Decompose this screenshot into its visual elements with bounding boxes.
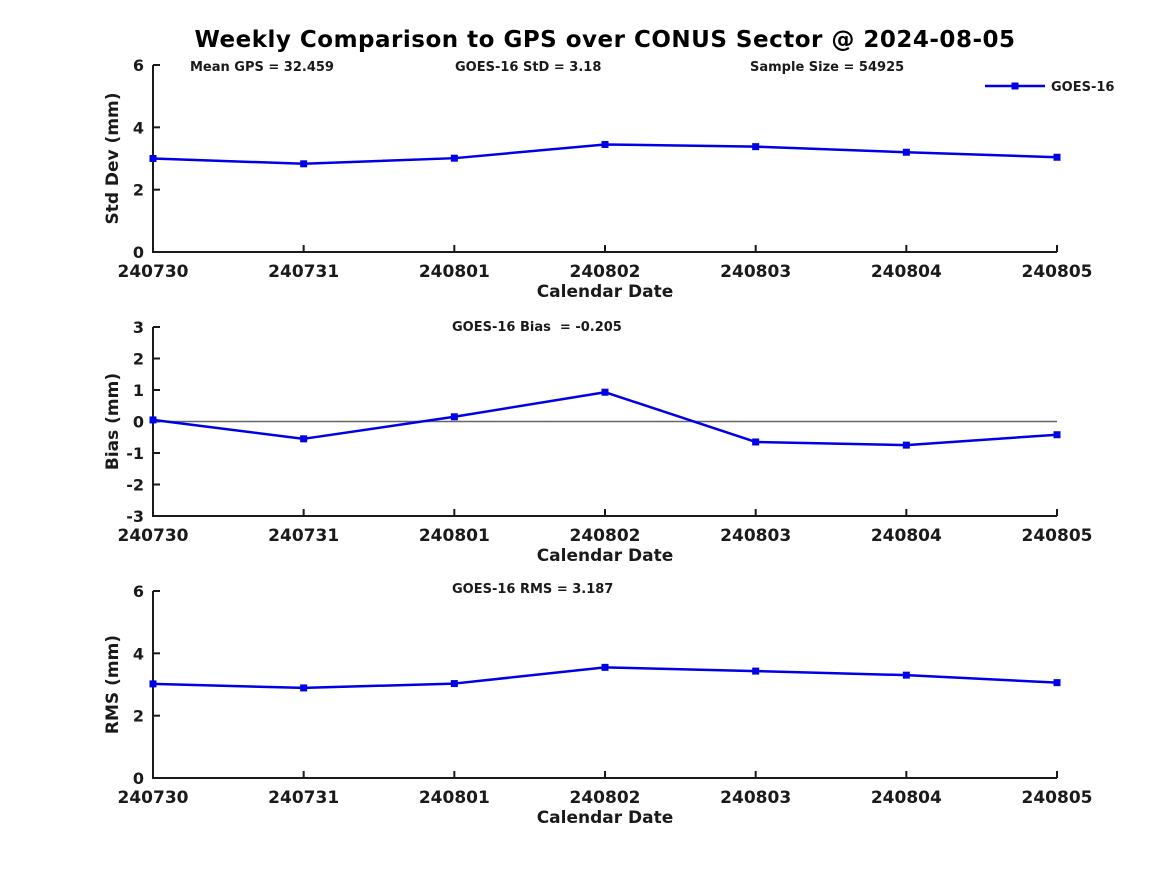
- y-tick-label: 6: [133, 582, 144, 601]
- x-tick-label: 240803: [720, 788, 791, 808]
- data-point-marker: [601, 388, 609, 396]
- series-line: [151, 390, 1059, 447]
- x-tick-label: 240805: [1022, 262, 1093, 282]
- data-point-marker: [149, 416, 157, 424]
- x-tick-label: 240731: [268, 788, 339, 808]
- data-point-marker: [752, 438, 760, 446]
- y-axis-title: RMS (mm): [103, 635, 123, 734]
- y-tick-label: -1: [126, 444, 144, 463]
- x-tick-label: 240801: [419, 262, 490, 282]
- x-tick-label: 240731: [268, 526, 339, 546]
- x-tick-label: 240801: [419, 788, 490, 808]
- data-point-marker: [601, 663, 609, 671]
- data-point-marker: [450, 680, 458, 688]
- x-axis-title: Calendar Date: [537, 808, 674, 828]
- data-point-marker: [149, 155, 157, 162]
- x-tick-label: 240803: [720, 526, 791, 546]
- chart-std-dev: 0 2 4 6 240730 240731 240801 240802 240803 240804…: [103, 56, 1114, 302]
- x-tick-label: 240730: [118, 262, 189, 282]
- data-point-marker: [450, 154, 458, 162]
- figure-title: Weekly Comparison to GPS over CONUS Sect…: [194, 27, 1016, 53]
- legend: GOES-16: [985, 80, 1114, 95]
- y-tick-label: 2: [133, 350, 144, 369]
- y-tick-label: 4: [133, 118, 144, 137]
- legend-marker-sample: [1011, 82, 1019, 90]
- y-tick-label: 0: [133, 243, 144, 262]
- annotation-text: GOES-16 StD = 3.18: [455, 60, 601, 75]
- data-point-marker: [1053, 431, 1061, 439]
- x-tick-label: 240805: [1022, 526, 1093, 546]
- data-point-marker: [300, 435, 308, 443]
- legend-label: GOES-16: [1051, 80, 1114, 95]
- y-axis-title: Bias (mm): [103, 373, 123, 470]
- x-tick-label: 240803: [720, 262, 791, 282]
- x-tick-label: 240731: [268, 262, 339, 282]
- x-tick-label: 240730: [118, 788, 189, 808]
- annotation-text: Mean GPS = 32.459: [190, 60, 334, 75]
- y-tick-label: 6: [133, 56, 144, 75]
- x-tick-label: 240804: [871, 526, 942, 546]
- data-point-marker: [902, 441, 910, 449]
- data-point-marker: [902, 671, 910, 679]
- y-tick-label: 4: [133, 644, 144, 663]
- data-point-marker: [1053, 679, 1061, 687]
- x-tick-label: 240802: [570, 262, 641, 282]
- x-tick-label: 240802: [570, 526, 641, 546]
- y-tick-label: -3: [126, 507, 144, 526]
- data-point-marker: [601, 140, 609, 148]
- y-tick-label: 0: [133, 769, 144, 788]
- data-point-marker: [752, 143, 760, 151]
- x-axis-title: Calendar Date: [537, 282, 674, 302]
- chart-rms: 0 2 4 6 240730 240731 240801 240802 240803 240804…: [103, 582, 1092, 828]
- x-tick-label: 240730: [118, 526, 189, 546]
- data-point-marker: [1053, 153, 1061, 161]
- data-point-marker: [450, 413, 458, 421]
- annotation-text: GOES-16 RMS = 3.187: [452, 582, 613, 597]
- x-tick-label: 240804: [871, 788, 942, 808]
- y-tick-label: 0: [133, 413, 144, 432]
- x-tick-label: 240802: [570, 788, 641, 808]
- data-point-marker: [752, 667, 760, 675]
- data-point-marker: [149, 680, 157, 688]
- x-axis-title: Calendar Date: [537, 546, 674, 566]
- x-tick-label: 240805: [1022, 788, 1093, 808]
- annotation-text: Sample Size = 54925: [750, 60, 904, 75]
- y-tick-label: 1: [133, 381, 144, 400]
- chart-bias: -3 -2 -1 0 1 2 3 240730 240731 240801 240802 240803…: [103, 318, 1092, 566]
- x-tick-label: 240801: [419, 526, 490, 546]
- y-axis-title: Std Dev (mm): [103, 92, 123, 224]
- annotation-text: GOES-16 Bias = -0.205: [452, 320, 622, 335]
- y-tick-label: 2: [133, 707, 144, 726]
- x-tick-label: 240804: [871, 262, 942, 282]
- data-point-marker: [300, 684, 308, 692]
- y-tick-label: -2: [126, 476, 144, 495]
- data-point-marker: [902, 148, 910, 156]
- y-tick-label: 3: [133, 318, 144, 337]
- data-point-marker: [300, 160, 308, 168]
- y-tick-label: 2: [133, 181, 144, 200]
